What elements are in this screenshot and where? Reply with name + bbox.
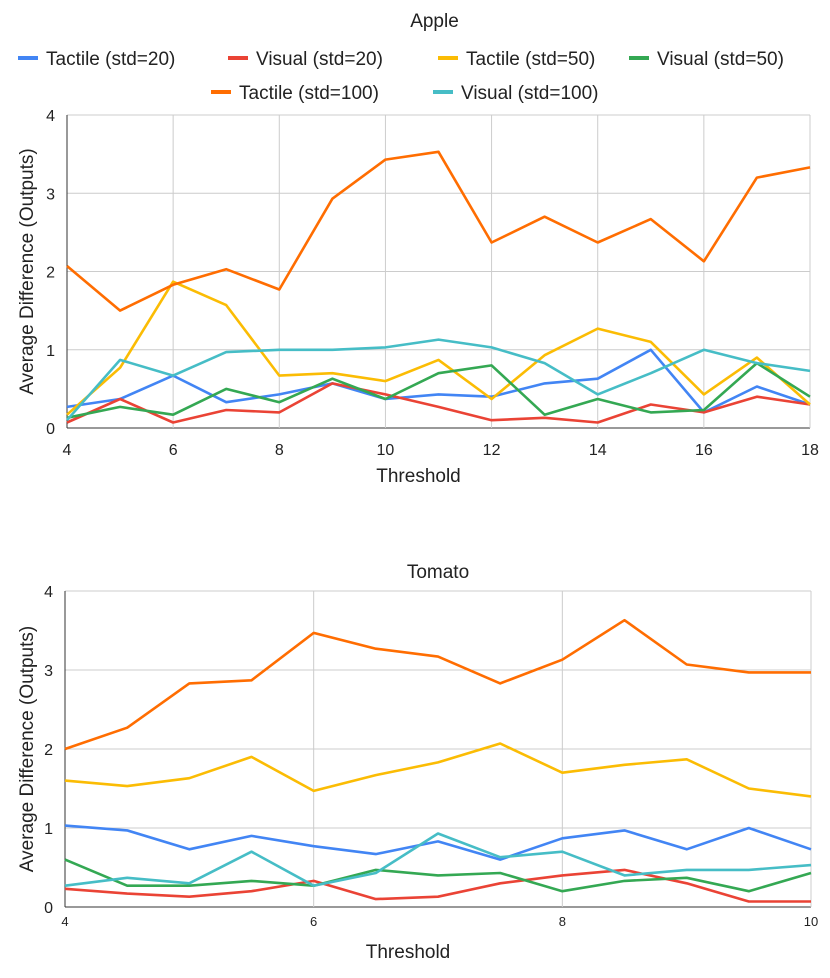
- x-tick-label: 10: [804, 914, 818, 929]
- y-tick-label: 1: [44, 821, 53, 838]
- series-line-tactile-std-50: [66, 280, 811, 416]
- y-tick-label: 4: [46, 108, 55, 125]
- x-axis-title: Threshold: [366, 942, 451, 963]
- series-line-visual-std-100: [66, 338, 811, 422]
- y-tick-label: 3: [46, 186, 55, 203]
- legend-label: Tactile (std=100): [239, 83, 379, 104]
- legend-label: Visual (std=20): [256, 49, 383, 70]
- x-axis-title: Threshold: [376, 466, 461, 487]
- series-line-tactile-std-20: [64, 824, 812, 861]
- series-line-tactile-std-50: [64, 742, 812, 798]
- x-tick-label: 18: [801, 442, 819, 459]
- y-axis-title: Average Difference (Outputs): [17, 626, 38, 872]
- legend-label: Tactile (std=20): [46, 49, 175, 70]
- x-tick-label: 4: [63, 442, 72, 459]
- y-tick-label: 3: [44, 663, 53, 680]
- series-line-visual-std-50: [64, 858, 812, 893]
- y-axis-title: Average Difference (Outputs): [17, 148, 38, 394]
- series-line-visual-std-20: [64, 868, 811, 903]
- x-tick-label: 10: [377, 442, 395, 459]
- series-line-tactile-std-100: [64, 618, 811, 751]
- x-tick-label: 16: [695, 442, 713, 459]
- x-tick-label: 8: [275, 442, 284, 459]
- legend-label: Tactile (std=50): [466, 49, 595, 70]
- y-tick-label: 0: [46, 421, 55, 438]
- x-tick-label: 12: [483, 442, 501, 459]
- chart-title: Tomato: [407, 562, 469, 583]
- chart-title: Apple: [410, 11, 459, 32]
- series-line-tactile-std-20: [66, 348, 811, 414]
- legend: Tactile (std=20) Visual (std=20) Tactile (…: [18, 49, 784, 104]
- x-tick-label: 14: [589, 442, 607, 459]
- x-tick-label: 6: [169, 442, 178, 459]
- series-line-visual-std-50: [66, 361, 811, 420]
- x-tick-label: 6: [310, 914, 317, 929]
- y-tick-label: 1: [46, 343, 55, 360]
- y-tick-label: 0: [44, 900, 53, 917]
- y-tick-label: 4: [44, 584, 53, 601]
- x-tick-label: 8: [559, 914, 566, 929]
- y-tick-label: 2: [46, 265, 55, 282]
- x-tick-label: 4: [61, 914, 68, 929]
- chart-tomato: Tomato 0 1 2 3 4 4 6 8 10 Threshold Average Differe…: [17, 562, 818, 963]
- series-line-visual-std-100: [64, 832, 812, 888]
- y-tick-label: 2: [44, 742, 53, 759]
- series-line-tactile-std-100: [66, 150, 811, 312]
- legend-label: Visual (std=50): [657, 49, 784, 70]
- legend-label: Visual (std=100): [461, 83, 598, 104]
